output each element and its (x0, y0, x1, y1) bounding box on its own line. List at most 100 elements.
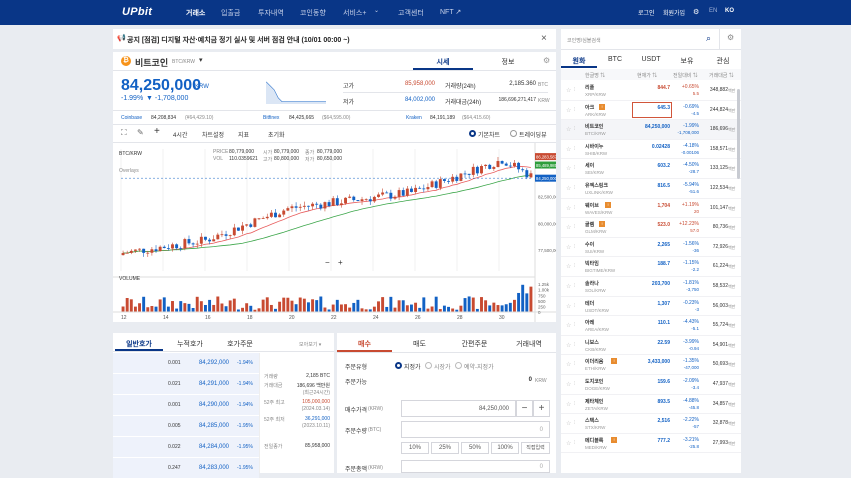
candle-icon[interactable]: ⫶ (574, 145, 576, 152)
market-row[interactable]: ☆ ⫶ 세이 SEI/KRW 603.2 -4.50% -28.7 133,125 백만 (561, 159, 741, 179)
star-icon[interactable]: ☆ (566, 264, 572, 271)
price-decrease-button[interactable]: − (516, 400, 533, 417)
fullscreen-icon[interactable]: ⛶ (121, 128, 127, 137)
candle-icon[interactable]: ⫶ (574, 185, 576, 191)
indicators-button[interactable]: 지표 (238, 133, 250, 139)
pct-10-button[interactable]: 10% (401, 442, 429, 454)
market-search-input[interactable]: 코인명/심볼검색 (567, 38, 601, 44)
zoom-in-button[interactable]: + (338, 258, 343, 267)
basic-chart-radio[interactable] (469, 130, 476, 137)
signup-link[interactable]: 회원가입 (663, 11, 686, 17)
tab-simple-order[interactable]: 간편주문 (461, 341, 488, 348)
overlays-toggle[interactable]: Overlays (119, 168, 139, 174)
candle-icon[interactable]: ⫶ (574, 322, 576, 329)
nav-services[interactable]: 서비스+ (343, 10, 367, 17)
market-row[interactable]: ☆ ⫶ 테더 USDT/KRW 1,307 -0.23% -3 56,003 백만 (561, 297, 741, 317)
nav-nft[interactable]: NFT ↗ (440, 9, 462, 16)
market-row[interactable]: ☆ ⫶ 리플 XRP/KRW 844.7 +0.65% 5.5 348,882 백만 (561, 81, 741, 101)
star-icon[interactable]: ☆ (566, 303, 572, 310)
star-icon[interactable]: ☆ (566, 342, 572, 349)
candle-icon[interactable]: ⫶ (574, 400, 576, 407)
notice-text[interactable]: 공지 [점검] 디지털 자산·예치금 정기 실사 및 서버 점검 안내 (10/… (127, 37, 350, 44)
tab-cumulative-orderbook[interactable]: 누적호가 (177, 341, 203, 348)
candle-icon[interactable]: ⫶ (574, 224, 576, 231)
limit-radio[interactable] (395, 362, 402, 369)
buy-price-input[interactable]: 84,250,000 (401, 400, 516, 417)
tab-holdings[interactable]: 보유 (680, 58, 694, 65)
market-row[interactable]: ☆ ⫶ 아레 AREA/KRW 110.1 -4.43% -5.1 55,724 백만 (561, 316, 741, 336)
orderbook-row[interactable]: 0.022 84,284,000 -1.95% (113, 437, 334, 457)
price-chart[interactable]: 82,500,000 80,000,000 77,500,000 1.25k1.00k… (113, 143, 556, 322)
market-row[interactable]: ☆ ⫶ 비트코인 BTC/KRW 84,250,000 -1.99% -1,708,000 1… (561, 120, 741, 140)
col-change[interactable]: 전일대비 ⇅ (673, 73, 698, 79)
nav-support[interactable]: 고객센터 (398, 10, 424, 17)
interval-select[interactable]: 4시간 (173, 133, 188, 139)
candle-icon[interactable]: ⫶ (574, 243, 576, 250)
star-icon[interactable]: ☆ (566, 88, 572, 94)
candle-icon[interactable]: ⫶ (574, 106, 576, 113)
star-icon[interactable]: ☆ (566, 362, 572, 369)
star-icon[interactable]: ☆ (566, 127, 572, 134)
login-link[interactable]: 로그인 (638, 11, 655, 17)
market-row[interactable]: ☆ ⫶ 제타체인 ZETA/KRW 893.5 -4.88% -45.8 34,857 백만 (561, 395, 741, 415)
price-increase-button[interactable]: + (533, 400, 550, 417)
custom-input-button[interactable]: 직접입력 (521, 442, 550, 454)
ask-price[interactable]: 84,291,000 (198, 381, 229, 387)
star-icon[interactable]: ☆ (566, 166, 572, 173)
tradingview-radio[interactable] (510, 130, 517, 137)
group-view-select[interactable]: 모아보기 ▾ (299, 342, 322, 348)
gear-icon[interactable]: ⚙ (727, 33, 735, 42)
chart-settings-button[interactable]: 차트설정 (202, 133, 225, 139)
candle-icon[interactable]: ⫶ (574, 361, 576, 368)
star-icon[interactable]: ☆ (566, 205, 572, 212)
market-row[interactable]: ☆ ⫶ 골렘 GLM/KRW! 523.0 +12.23% 57.0 80,736 백만 (561, 218, 741, 238)
candle-icon[interactable]: ⫶ (574, 420, 576, 427)
ask-price[interactable]: 84,283,000 (198, 465, 229, 471)
close-icon[interactable]: × (541, 33, 547, 44)
star-icon[interactable]: ☆ (566, 401, 572, 408)
tab-usdt[interactable]: USDT (641, 56, 661, 63)
tab-trade-history[interactable]: 거래내역 (516, 341, 542, 348)
pct-25-button[interactable]: 25% (431, 442, 459, 454)
star-icon[interactable]: ☆ (566, 323, 572, 330)
orderbook-row[interactable]: 0.005 84,285,000 -1.95% (113, 416, 334, 436)
tab-orderbook-order[interactable]: 호가주문 (227, 341, 253, 348)
star-icon[interactable]: ☆ (566, 421, 572, 428)
market-row[interactable]: ☆ ⫶ 수이 SUI/KRW 2,265 -1.56% -36 72,926 백만 (561, 238, 741, 258)
star-icon[interactable]: ☆ (566, 440, 572, 447)
candle-icon[interactable]: ⫶ (574, 439, 576, 446)
market-row[interactable]: ☆ ⫶ 유엑스링크 UXLINK/KRW 816.5 -5.94% -51.6 122,534… (561, 179, 741, 199)
tab-sell[interactable]: 매도 (413, 341, 426, 348)
crosshair-icon[interactable]: + (154, 126, 160, 137)
col-volume[interactable]: 거래대금 ⇅ (709, 73, 734, 79)
tab-btc[interactable]: BTC (608, 56, 622, 63)
tab-info[interactable]: 정보 (501, 59, 515, 66)
pct-100-button[interactable]: 100% (491, 442, 519, 454)
notice-bar[interactable]: 📢 공지 [점검] 디지털 자산·예치금 정기 실사 및 서버 점검 안내 (1… (113, 29, 556, 49)
tab-normal-orderbook[interactable]: 일반호가 (126, 341, 152, 348)
ask-price[interactable]: 84,285,000 (198, 423, 229, 429)
nav-coin-trends[interactable]: 코인동향 (300, 10, 326, 17)
scrollbar[interactable] (737, 89, 740, 179)
tab-favorites[interactable]: 관심 (716, 58, 730, 65)
star-icon[interactable]: ☆ (566, 225, 572, 232)
candle-icon[interactable]: ⫶ (574, 204, 576, 211)
total-input[interactable]: 0 (401, 460, 550, 473)
market-row[interactable]: ☆ ⫶ 시바이누 SHIB/KRW 0.02428 -4.18% -0.00106 158,5… (561, 140, 741, 160)
orderbook-row[interactable]: 0.001 84,292,000 -1.94% (113, 353, 334, 373)
candle-icon[interactable]: ⫶ (574, 381, 576, 387)
col-price[interactable]: 현재가 ⇅ (637, 73, 658, 79)
col-name[interactable]: 한글명 ⇅ (585, 73, 606, 79)
ask-price[interactable]: 84,292,000 (198, 360, 229, 366)
reset-button[interactable]: 초기화 (268, 133, 285, 139)
market-row[interactable]: ☆ ⫶ 니보스 CKB/KRW 22.59 -3.99% -0.94 54,901 백만 (561, 336, 741, 356)
pencil-icon[interactable]: ✎ (137, 128, 144, 137)
ask-price[interactable]: 84,284,000 (198, 444, 229, 450)
candle-icon[interactable]: ⫶ (574, 263, 576, 270)
gear-icon[interactable]: ⚙ (543, 56, 551, 65)
candle-icon[interactable]: ⫶ (574, 341, 576, 348)
market-row[interactable]: ☆ ⫶ 도지코인 DOGE/KRW 159.6 -2.09% -3.4 47,937 백만 (561, 375, 741, 395)
star-icon[interactable]: ☆ (566, 107, 572, 114)
reserved-limit-radio[interactable] (455, 362, 462, 369)
market-row[interactable]: ☆ ⫶ 빅타임 BIGTIME/KRW 188.7 -1.15% -2.2 61,224 백만 (561, 257, 741, 277)
